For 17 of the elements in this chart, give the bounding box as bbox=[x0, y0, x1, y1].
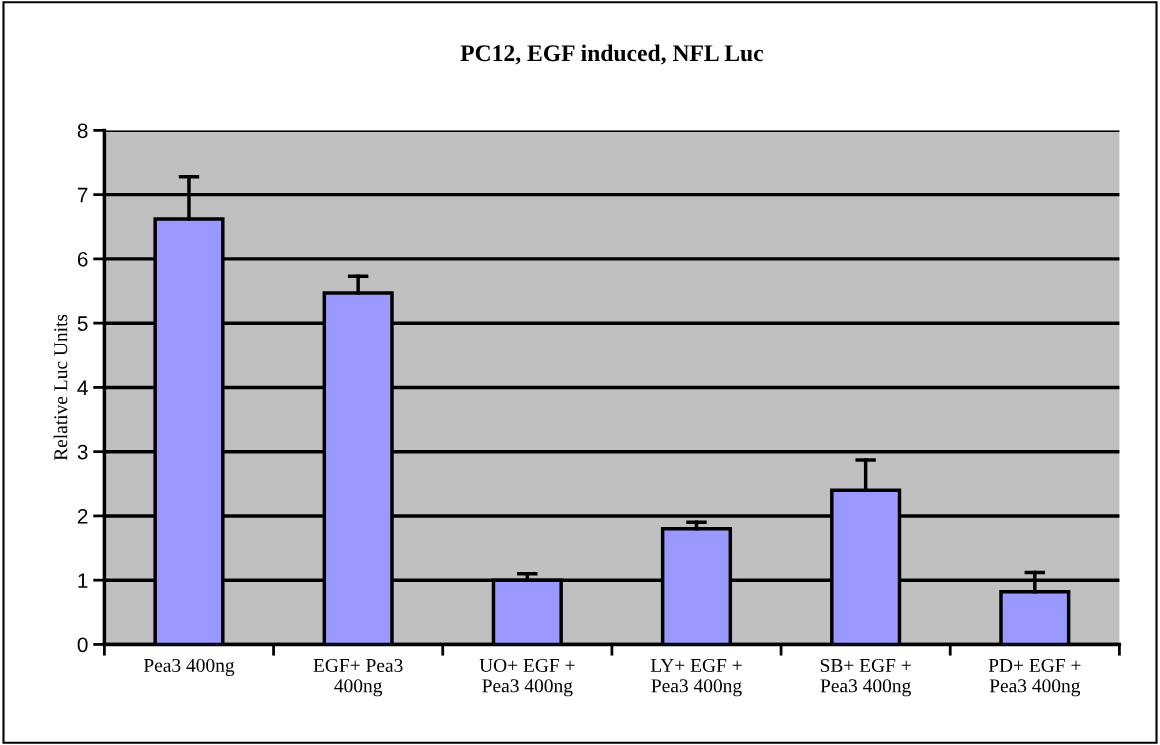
x-tick-label: SB+ EGF + Pea3 400ng bbox=[820, 658, 911, 697]
y-tick-label: 7 bbox=[77, 187, 88, 203]
y-tick-label: 0 bbox=[77, 637, 88, 653]
chart-title: PC12, EGF induced, NFL Luc bbox=[460, 44, 764, 65]
x-tick-label: PD+ EGF + Pea3 400ng bbox=[988, 658, 1081, 697]
y-tick-label: 6 bbox=[77, 251, 88, 267]
y-tick-label: 4 bbox=[77, 380, 88, 395]
y-tick-label: 5 bbox=[77, 316, 88, 331]
y-tick-label: 8 bbox=[77, 123, 88, 139]
x-tick-label: EGF+ Pea3 400ng bbox=[313, 658, 403, 697]
y-tick-label: 3 bbox=[77, 444, 88, 460]
x-tick-label: UO+ EGF + Pea3 400ng bbox=[479, 658, 575, 697]
x-tick-label: Pea3 400ng bbox=[143, 658, 235, 676]
y-tick-label: 1 bbox=[78, 573, 88, 588]
y-axis-title: Relative Luc Units bbox=[53, 314, 68, 461]
x-tick-label: LY+ EGF + Pea3 400ng bbox=[650, 658, 742, 697]
y-tick-label: 2 bbox=[77, 508, 88, 524]
